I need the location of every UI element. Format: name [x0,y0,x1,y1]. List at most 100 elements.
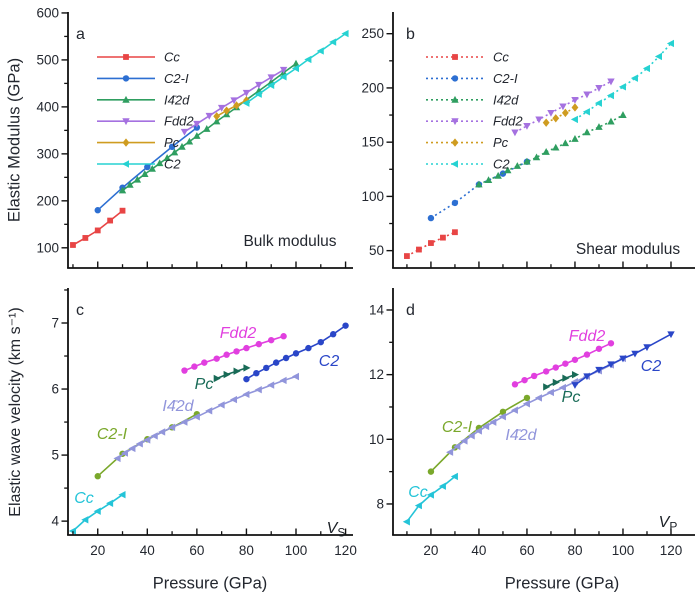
panel-a-series-C2-I [94,124,201,214]
data-point-marker [547,109,555,117]
series-line [216,99,247,117]
series-line [245,324,347,380]
panel-a-series-I4̄2d [118,59,300,194]
panel-letter-a: a [76,26,85,43]
data-point-marker [654,52,662,61]
series-label-Fdd2: Fdd2 [220,325,257,342]
panel-b-series-I4̄2d [475,111,627,188]
data-point-marker [534,394,542,402]
data-point-marker [118,186,127,194]
legend-label-Pc: Pc [493,135,509,150]
data-point-marker [268,336,275,344]
data-point-marker [510,406,518,414]
data-point-marker [242,390,250,399]
data-point-marker [119,207,126,214]
x-tick-label: 20 [90,543,105,558]
x-tick-label: 20 [423,543,438,558]
panel-a-legend: Cc C2-I I4̄2d Fdd2 Pc C2 [97,50,194,172]
data-point-marker [167,423,176,432]
data-point-marker [484,176,493,184]
x-tick-label: 100 [285,543,308,558]
data-point-marker [427,214,435,222]
data-point-marker [272,359,280,366]
panel-c-series-Fdd2 [181,333,287,374]
data-point-marker [562,360,569,367]
data-point-marker [451,95,459,103]
y-tick-label: 10 [369,432,384,447]
data-point-marker [180,418,188,426]
panel-letter-b: b [406,26,415,43]
data-point-marker [511,129,519,137]
data-point-marker [229,395,238,404]
data-point-marker [530,372,538,380]
data-point-marker [123,54,129,60]
data-point-marker [155,159,164,167]
data-point-marker [93,507,101,515]
data-point-marker [185,137,194,145]
data-point-marker [213,355,220,362]
data-point-marker [402,518,410,526]
data-point-marker [233,348,240,355]
data-point-marker [163,154,171,161]
data-point-marker [292,59,300,67]
panel-c: 20 40 60 80 100 120 4 5 6 7 c VS Fdd2 Pc C2 I4̄2d C2-I Cc [51,288,357,558]
data-point-marker [630,74,638,82]
data-point-marker [475,180,483,188]
data-point-marker [118,491,126,499]
data-point-marker [451,138,459,147]
data-point-marker [243,344,250,352]
series-label-Cc: Cc [408,484,428,501]
data-point-marker [94,473,101,480]
data-point-marker [426,491,434,499]
data-point-marker [133,175,142,183]
data-point-marker [511,381,519,388]
data-point-marker [571,356,579,363]
panel-a-series-Fdd2 [180,66,288,136]
data-point-marker [535,116,543,124]
data-point-marker [542,118,550,127]
y-tick-label: 5 [51,448,59,463]
data-point-marker [193,132,201,139]
data-point-marker [253,369,260,377]
x-tick-label: 100 [612,543,635,558]
data-point-marker [213,374,221,383]
panel-annotation: Bulk modulus [243,233,336,250]
data-point-marker [532,153,541,161]
data-point-marker [181,367,188,374]
data-point-marker [546,388,554,397]
data-point-marker [607,361,615,369]
series-line [545,106,576,124]
panel-b-series-Cc [404,229,458,259]
panel-c-series-Cc [68,491,126,535]
data-point-marker [144,163,151,171]
data-point-marker [342,322,349,329]
y-tick-label: 7 [51,316,59,331]
data-point-marker [122,75,130,82]
series-label-Fdd2: Fdd2 [569,328,606,345]
data-point-marker [150,432,158,440]
data-point-marker [450,160,458,168]
panel-annotation: VP [659,514,678,534]
data-point-marker [562,374,570,382]
series-line [514,342,612,386]
y-tick-label: 300 [36,146,59,161]
data-point-marker [595,85,603,92]
data-point-marker [571,370,580,379]
data-point-marker [571,96,579,104]
data-point-marker [499,408,507,416]
legend-label-Cc: Cc [493,50,509,65]
y-tick-label: 150 [361,135,384,150]
x-tick-label: 60 [519,543,534,558]
legend-label-Cc: Cc [164,50,180,65]
data-point-marker [452,54,458,60]
panel-a-series-Cc [70,207,126,248]
legend-label-I4̄2d: I4̄2d [493,92,519,107]
data-point-marker [243,375,250,383]
data-point-marker [606,91,614,100]
series-line [430,160,528,219]
data-point-marker [282,354,290,362]
series-label-C2-I: C2-I [97,426,128,443]
series-line [514,80,612,134]
data-point-marker [223,370,231,379]
